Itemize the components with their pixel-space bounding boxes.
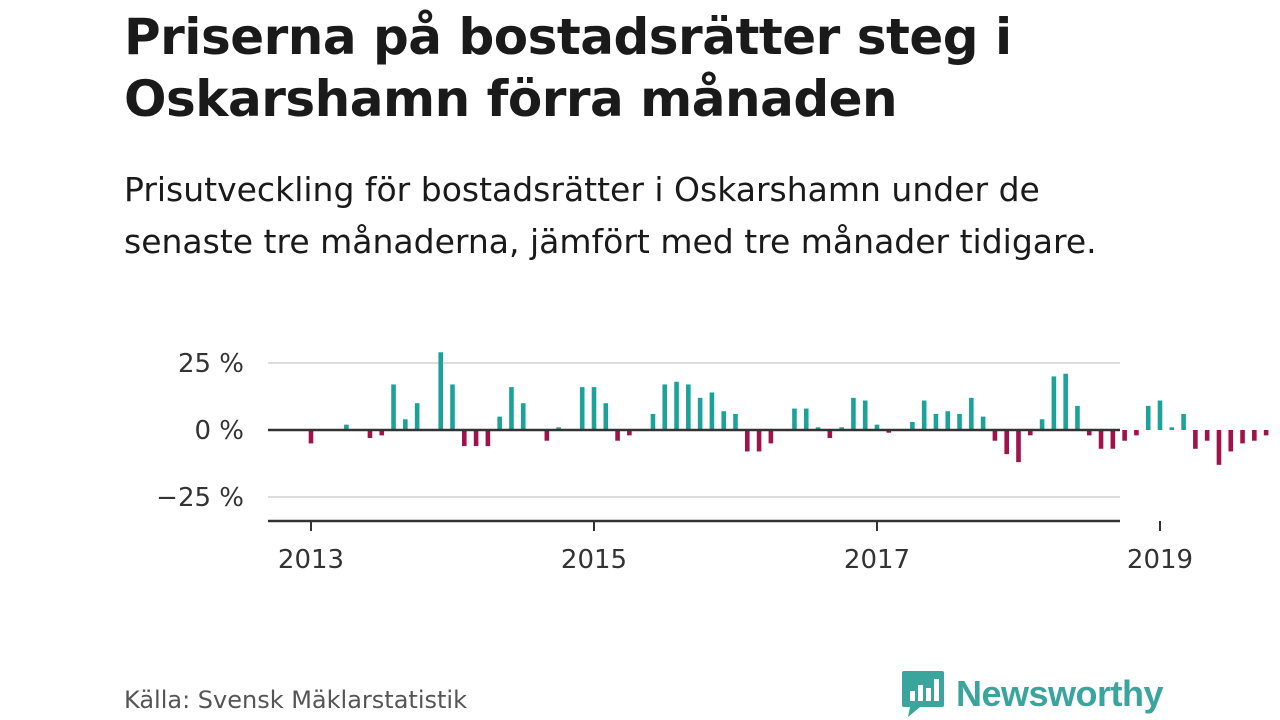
bar [379,430,385,436]
bar [391,384,396,430]
newsworthy-logo-icon [902,671,944,717]
bar [674,381,679,430]
chart-title: Priserna på bostadsrätter steg i Oskarsh… [124,8,1012,128]
bar [438,352,444,430]
bar [851,397,856,430]
bar [1181,413,1186,430]
bar [862,400,868,430]
bar [1004,430,1010,455]
bar [1252,430,1257,441]
bar [1169,427,1175,430]
bar [367,430,373,439]
bar [544,430,550,441]
bar [344,424,349,430]
bar [709,392,715,430]
bar [945,411,951,430]
bar [1263,430,1269,436]
bar [839,427,844,430]
y-tick-label: 0 % [194,416,244,446]
bar [497,416,502,430]
bar [1098,430,1104,449]
bar [697,397,703,430]
bar [756,430,762,452]
bar [520,403,526,430]
bar [744,430,750,452]
bar-chart: 25 %0 %−25 %20132015201720192021202310 % [156,349,1269,575]
bar [473,430,479,447]
bar [603,403,609,430]
bar [662,384,668,430]
bar [1016,430,1021,463]
bar [308,430,314,444]
x-tick-label: 2013 [278,545,344,575]
bar [1216,430,1222,465]
source-note: Källa: Svensk Mäklarstatistik [124,686,467,714]
bar [1240,430,1245,444]
bar [579,387,585,430]
bar [591,387,597,430]
brand-logo[interactable]: Newsworthy [900,668,1164,720]
bar [910,421,915,430]
brand-name: Newsworthy [956,673,1164,714]
bar [1039,419,1045,430]
bar [827,430,833,439]
bar [815,427,821,430]
bar [1063,373,1068,430]
bar [1134,430,1139,436]
bar [461,430,467,447]
bar [768,430,774,444]
bar [627,430,632,436]
x-tick-label: 2015 [561,545,627,575]
bar [921,400,927,430]
bar [721,411,727,430]
bar [933,413,939,430]
bar [1051,376,1057,430]
x-tick-label: 2019 [1127,545,1193,575]
bar [615,430,620,441]
bar [980,416,986,430]
bar [686,384,691,430]
bar [556,427,561,430]
bar [1204,430,1210,441]
bar [886,430,892,433]
bar [792,408,797,430]
bar [1086,430,1092,436]
bar [1193,430,1198,449]
bar [1110,430,1116,449]
bar [650,413,656,430]
bar [1145,405,1151,430]
bar [992,430,998,441]
bar [1157,400,1163,430]
bar [1228,430,1234,452]
bar [1075,405,1080,430]
bar [403,419,408,430]
bar [1027,430,1033,436]
bar [969,397,974,430]
x-tick-label: 2017 [844,545,910,575]
bar [450,384,455,430]
bar [733,413,738,430]
bar [803,408,809,430]
bar [1122,430,1127,441]
chart-subtitle: Prisutveckling för bostadsrätter i Oskar… [124,170,1097,261]
bar [957,413,962,430]
bar [509,387,514,430]
y-tick-label: −25 % [156,483,244,513]
bar [874,424,880,430]
bar [485,430,491,447]
y-tick-label: 25 % [178,349,244,379]
bar [414,403,420,430]
